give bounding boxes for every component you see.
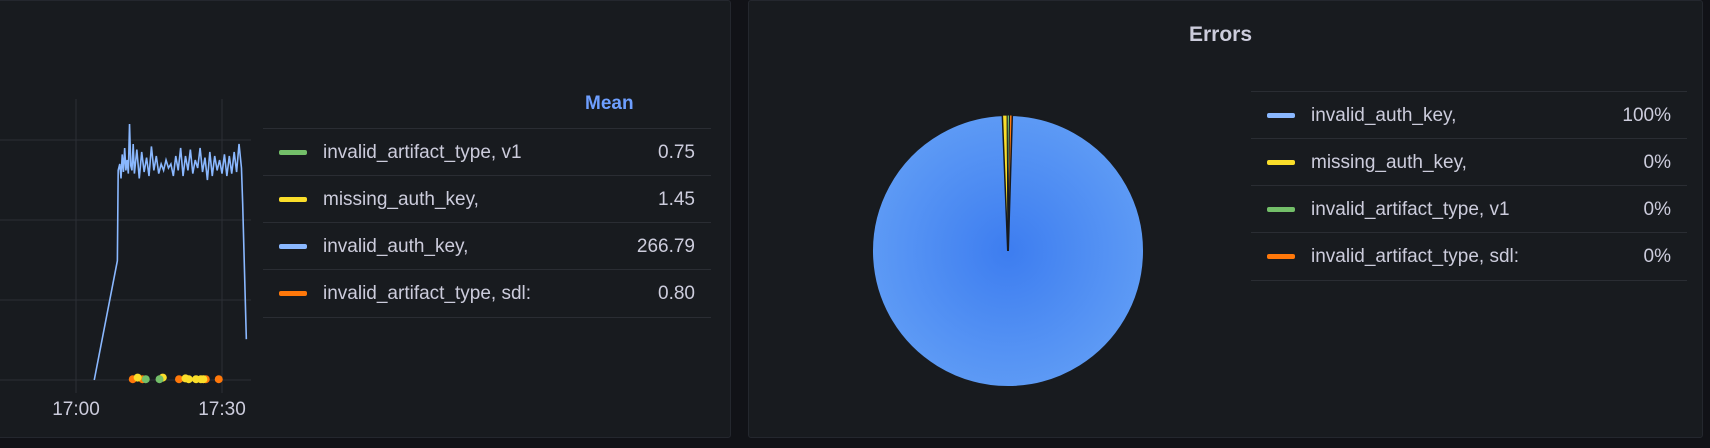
legend-percent-value: 100%: [1622, 104, 1671, 126]
series-color-swatch[interactable]: [279, 291, 307, 296]
panel-title: Errors: [1189, 23, 1253, 46]
legend-item[interactable]: missing_auth_key, 0%: [1251, 138, 1687, 186]
series-point: [155, 375, 164, 384]
legend-item[interactable]: invalid_artifact_type, sdl: 0%: [1251, 232, 1687, 281]
timeseries-plot: 17:00 17:30: [0, 99, 251, 420]
series-color-swatch[interactable]: [279, 150, 307, 155]
legend-item[interactable]: invalid_artifact_type, v1 0.75: [263, 128, 711, 176]
legend-percent-value: 0%: [1643, 151, 1671, 173]
legend-item[interactable]: invalid_artifact_type, sdl: 0.80: [263, 269, 711, 318]
pie-slice[interactable]: [1007, 114, 1013, 252]
series-point: [199, 375, 208, 384]
legend-mean-value: 266.79: [636, 235, 695, 257]
x-tick-label: 17:00: [52, 399, 100, 420]
legend-series-name: missing_auth_key,: [323, 188, 479, 210]
x-tick-label: 17:30: [198, 399, 246, 420]
legend-series-name: invalid_artifact_type, sdl:: [1311, 245, 1520, 267]
legend-series-name: invalid_artifact_type, sdl:: [323, 282, 532, 304]
series-color-swatch[interactable]: [1267, 113, 1295, 118]
legend-series-name: invalid_artifact_type, v1: [323, 141, 522, 163]
series-point: [141, 375, 150, 384]
pie-chart: [871, 114, 1145, 388]
legend-mean-value: 0.75: [658, 141, 695, 163]
legend-header-mean[interactable]: Mean: [585, 93, 634, 114]
series-color-swatch[interactable]: [279, 197, 307, 202]
legend-percent-value: 0%: [1643, 198, 1671, 220]
legend-mean-value: 0.80: [658, 282, 695, 304]
legend-mean-value: 1.45: [658, 188, 695, 210]
legend-item[interactable]: invalid_auth_key, 266.79: [263, 222, 711, 270]
series-color-swatch[interactable]: [279, 244, 307, 249]
series-point: [133, 373, 142, 382]
pie-panel: Errors invalid_auth_key, 100% missing_auth…: [748, 0, 1703, 438]
series-color-swatch[interactable]: [1267, 207, 1295, 212]
legend-item[interactable]: invalid_artifact_type, v1 0%: [1251, 185, 1687, 233]
series-point: [214, 375, 223, 384]
series-point: [175, 375, 184, 384]
legend-percent-value: 0%: [1643, 245, 1671, 267]
series-color-swatch[interactable]: [1267, 254, 1295, 259]
legend-item[interactable]: invalid_auth_key, 100%: [1251, 91, 1687, 139]
series-color-swatch[interactable]: [1267, 160, 1295, 165]
series-point: [184, 375, 193, 384]
legend-item[interactable]: missing_auth_key, 1.45: [263, 175, 711, 223]
legend-series-name: missing_auth_key,: [1311, 151, 1467, 173]
legend-series-name: invalid_artifact_type, v1: [1311, 198, 1510, 220]
timeseries-panel: 17:00 17:30 Mean invalid_artifact_type, v…: [0, 0, 731, 438]
legend-series-name: invalid_auth_key,: [323, 235, 469, 257]
legend-series-name: invalid_auth_key,: [1311, 104, 1457, 126]
series-line-invalid-auth-key: [93, 123, 248, 381]
